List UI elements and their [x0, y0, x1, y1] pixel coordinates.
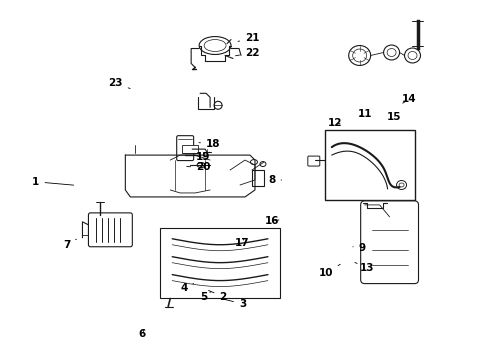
Text: 16: 16 [265, 216, 279, 226]
Text: 13: 13 [355, 262, 374, 273]
Text: 12: 12 [328, 118, 343, 128]
Text: 22: 22 [236, 48, 260, 58]
Text: 5: 5 [200, 292, 211, 302]
Text: 15: 15 [387, 112, 401, 122]
Bar [325, 130, 415, 200]
Text: 14: 14 [401, 94, 416, 104]
Text: 4: 4 [180, 283, 194, 293]
FancyBboxPatch shape [89, 213, 132, 247]
Text: 11: 11 [358, 109, 372, 119]
Text: 3: 3 [226, 299, 246, 309]
Bar [252, 170, 264, 186]
Text: 9: 9 [353, 243, 366, 253]
Text: 19: 19 [196, 152, 211, 162]
Text: 10: 10 [318, 264, 340, 278]
Text: 21: 21 [238, 33, 260, 43]
Text: 6: 6 [139, 329, 146, 339]
Text: 8: 8 [268, 175, 282, 185]
Text: 18: 18 [199, 139, 221, 149]
FancyBboxPatch shape [308, 156, 320, 166]
Text: 17: 17 [235, 238, 250, 248]
Text: 2: 2 [208, 291, 227, 302]
Text: 7: 7 [63, 239, 76, 249]
Bar [160, 228, 280, 298]
Text: 20: 20 [187, 162, 211, 172]
Bar [182, 145, 198, 153]
FancyBboxPatch shape [361, 201, 418, 284]
Text: 23: 23 [108, 78, 130, 89]
FancyBboxPatch shape [177, 136, 194, 161]
Text: 1: 1 [32, 177, 74, 187]
